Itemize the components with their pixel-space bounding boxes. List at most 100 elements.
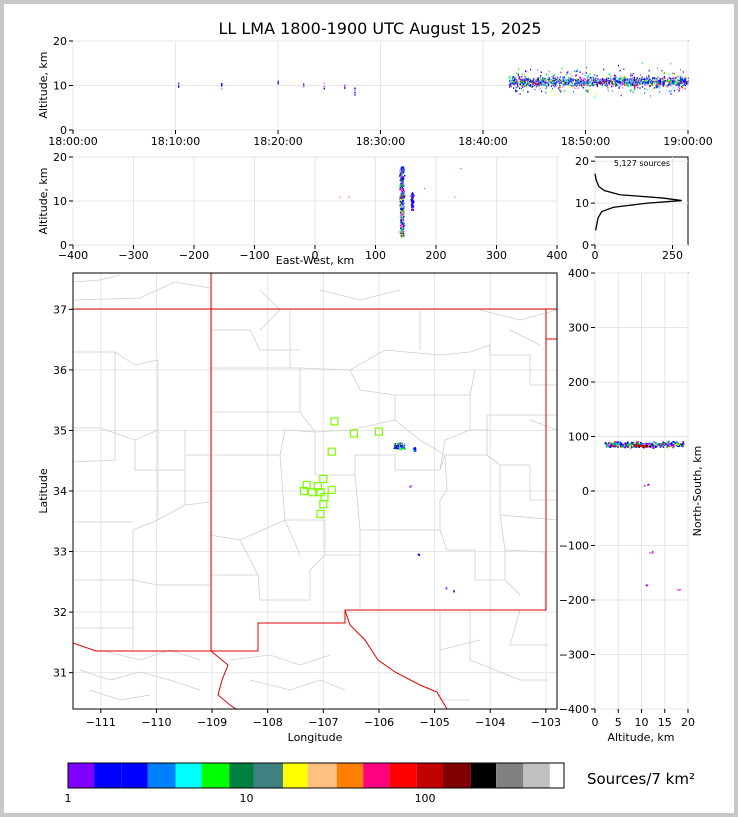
altitude-time-source bbox=[509, 83, 511, 86]
altitude-time-source bbox=[613, 74, 616, 77]
altitude-time-source bbox=[668, 80, 671, 82]
north-south-source bbox=[668, 440, 670, 443]
north-south-source bbox=[628, 445, 631, 448]
altitude-time-source bbox=[562, 82, 564, 84]
altitude-time-source bbox=[678, 76, 680, 78]
longitude-tick-label: −105 bbox=[419, 716, 449, 729]
north-south-ylabel: North-South, km bbox=[691, 446, 704, 537]
altitude-time-source bbox=[670, 82, 672, 85]
altitude-time-source bbox=[655, 84, 657, 86]
altitude-time-source bbox=[616, 82, 618, 84]
east-west-source bbox=[410, 195, 412, 197]
altitude-time-source bbox=[528, 78, 530, 81]
altitude-time-source bbox=[525, 84, 527, 87]
altitude-time-source bbox=[608, 73, 610, 76]
altitude-time-source bbox=[596, 83, 598, 86]
altitude-time-source bbox=[647, 82, 650, 85]
altitude-time-source bbox=[631, 82, 633, 85]
east-west-source bbox=[403, 174, 406, 177]
altitude-time-source bbox=[575, 85, 577, 87]
altitude-time-source bbox=[637, 82, 639, 85]
altitude-time-source bbox=[658, 77, 660, 79]
altitude-time-source bbox=[530, 68, 532, 71]
plan-view-source bbox=[394, 444, 396, 447]
north-south-source bbox=[665, 443, 667, 445]
altitude-time-source bbox=[277, 81, 279, 84]
east-west-source bbox=[399, 188, 401, 191]
east-west-source bbox=[400, 227, 402, 230]
altitude-time-source bbox=[565, 78, 567, 81]
north-south-source bbox=[642, 444, 645, 446]
altitude-time-source bbox=[529, 85, 531, 87]
altitude-time-ytick-label: 10 bbox=[53, 80, 67, 93]
altitude-time-source bbox=[577, 87, 579, 89]
altitude-time-source bbox=[570, 78, 572, 81]
altitude-time-source bbox=[603, 82, 605, 84]
altitude-time-source bbox=[614, 78, 616, 81]
altitude-time-source bbox=[626, 81, 629, 84]
altitude-time-source bbox=[584, 82, 586, 85]
altitude-time-source bbox=[629, 80, 632, 83]
north-south-source bbox=[650, 446, 653, 448]
altitude-time-source bbox=[681, 86, 683, 89]
altitude-time-source bbox=[621, 83, 624, 85]
north-south-source bbox=[605, 444, 608, 447]
altitude-time-source bbox=[587, 82, 589, 85]
altitude-time-source bbox=[532, 81, 534, 84]
altitude-time-source bbox=[608, 77, 610, 80]
east-west-source bbox=[339, 196, 341, 198]
county-boundaries bbox=[73, 274, 557, 701]
north-south-source bbox=[682, 445, 684, 448]
altitude-time-source bbox=[611, 80, 613, 82]
altitude-time-source bbox=[634, 87, 636, 89]
altitude-time-source bbox=[616, 79, 618, 82]
east-west-source bbox=[401, 191, 403, 194]
east-west-source bbox=[399, 199, 402, 201]
north-south-source bbox=[629, 444, 632, 447]
histogram-profile-line bbox=[594, 173, 682, 231]
altitude-time-source bbox=[627, 84, 629, 87]
north-south-source bbox=[614, 441, 616, 443]
altitude-time-source bbox=[667, 78, 669, 81]
altitude-time-source bbox=[560, 79, 562, 82]
longitude-tick-label: −108 bbox=[253, 716, 283, 729]
altitude-time-source bbox=[641, 80, 643, 83]
altitude-time-source bbox=[517, 73, 519, 75]
altitude-time-source bbox=[680, 69, 682, 71]
altitude-time-source bbox=[522, 73, 524, 76]
altitude-time-source bbox=[517, 74, 519, 77]
altitude-time-source bbox=[544, 77, 546, 80]
altitude-time-source bbox=[678, 82, 680, 85]
altitude-time-source bbox=[552, 76, 554, 78]
altitude-time-source bbox=[653, 81, 655, 83]
north-south-ticks: 0 5 10 15 20 −400 −300 −200 −100 0 100 200 300 400 bbox=[559, 267, 695, 729]
altitude-time-source bbox=[525, 79, 527, 81]
altitude-time-source bbox=[572, 85, 575, 87]
altitude-time-source bbox=[677, 82, 679, 85]
altitude-time-source bbox=[538, 85, 540, 88]
altitude-time-source bbox=[570, 80, 572, 83]
altitude-time-source bbox=[509, 86, 511, 89]
altitude-time-source bbox=[676, 82, 678, 84]
altitude-time-source bbox=[661, 77, 663, 80]
altitude-time-source bbox=[649, 78, 651, 81]
east-west-source bbox=[402, 230, 405, 233]
altitude-time-source bbox=[518, 77, 520, 79]
source-count-annotation: 5,127 sources bbox=[614, 159, 670, 168]
altitude-time-source bbox=[559, 91, 561, 93]
north-south-source bbox=[650, 552, 653, 554]
altitude-time-source bbox=[538, 84, 540, 87]
altitude-time-source bbox=[685, 83, 687, 85]
lma-station-marker bbox=[319, 500, 328, 509]
altitude-time-source bbox=[579, 81, 581, 84]
north-south-source bbox=[671, 445, 674, 448]
altitude-time-source bbox=[529, 80, 531, 82]
altitude-time-source bbox=[651, 79, 653, 81]
altitude-time-source bbox=[634, 82, 636, 85]
altitude-time-source bbox=[579, 83, 581, 85]
lma-station-marker bbox=[299, 486, 308, 496]
altitude-time-source bbox=[523, 85, 525, 88]
altitude-time-source bbox=[532, 82, 534, 85]
altitude-time-source bbox=[651, 89, 654, 91]
altitude-time-source bbox=[640, 81, 642, 83]
